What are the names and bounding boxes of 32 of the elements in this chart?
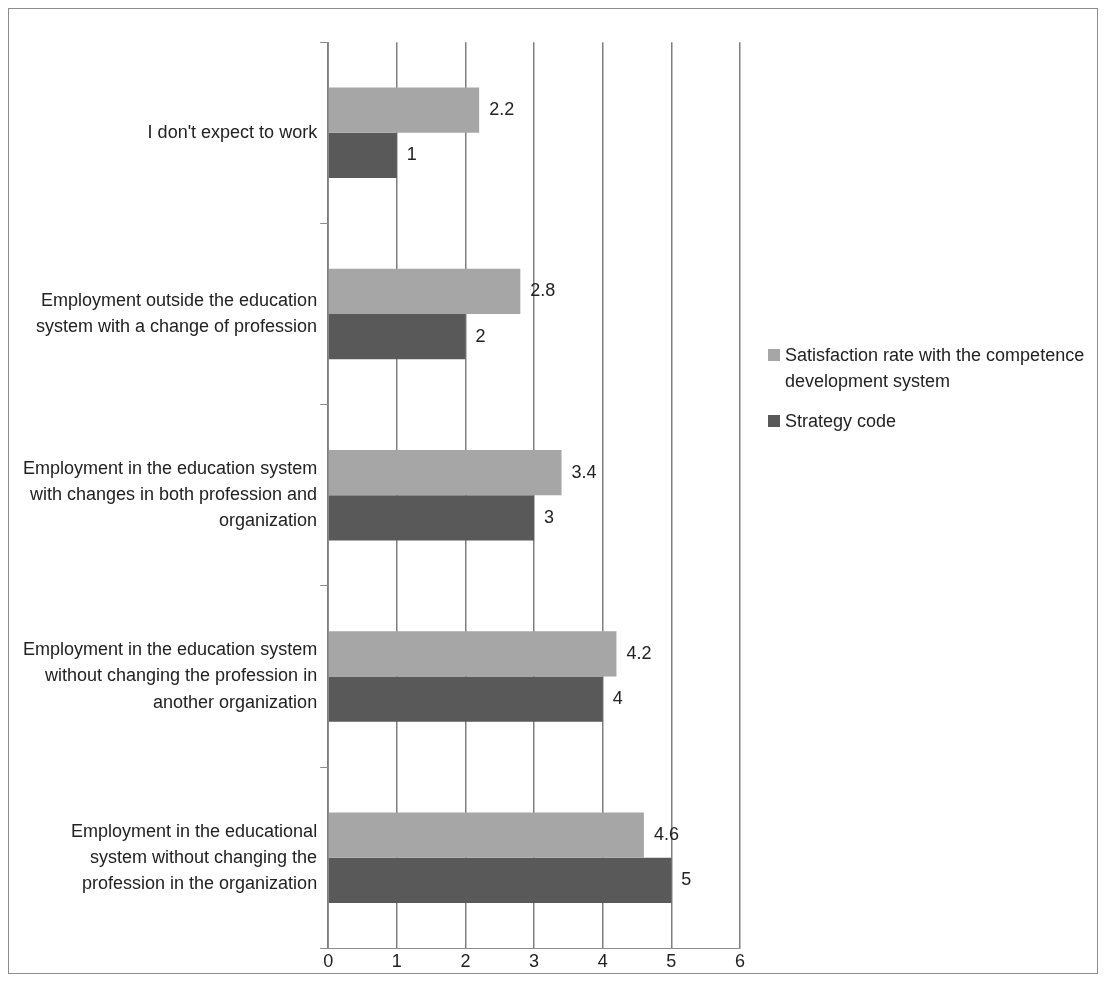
bar <box>328 449 562 496</box>
bar <box>328 314 466 360</box>
data-label: 4 <box>612 688 623 709</box>
x-tick-label: 2 <box>460 951 471 972</box>
y-tick-label: Employment in the education system without changing the profession in another organization <box>22 639 318 712</box>
x-tick-label: 3 <box>529 951 540 972</box>
x-tick-label: 5 <box>666 951 677 972</box>
data-label: 3.4 <box>571 461 597 482</box>
bar <box>328 495 535 541</box>
x-tick-label: 1 <box>391 951 402 972</box>
data-label: 5 <box>681 869 692 890</box>
legend-label: Strategy code <box>785 410 897 433</box>
data-label: 3 <box>544 506 555 527</box>
bar <box>328 631 617 677</box>
y-tick-label: I don't expect to work <box>147 121 319 142</box>
x-tick-label: 0 <box>323 951 334 972</box>
data-label: 2 <box>475 325 486 346</box>
data-label: 2.2 <box>489 99 515 120</box>
y-tick-label: Employment in the education system with changes in both profession and organization <box>22 458 318 531</box>
bar <box>328 268 521 315</box>
data-label: 1 <box>406 144 417 165</box>
legend-label: Satisfaction rate with the competence development system <box>785 344 1086 393</box>
x-tick-label: 6 <box>734 951 746 972</box>
data-label: 4.2 <box>626 642 652 663</box>
y-tick-label: Employment outside the education system with a change of profession <box>35 289 318 337</box>
y-tick-label: Employment in the educational system without changing the profession in the organization <box>70 820 318 893</box>
bar <box>328 857 672 904</box>
bar <box>328 87 480 133</box>
bar <box>328 132 397 179</box>
bar <box>328 676 603 722</box>
bar <box>328 812 644 858</box>
x-tick-label: 4 <box>597 951 608 972</box>
